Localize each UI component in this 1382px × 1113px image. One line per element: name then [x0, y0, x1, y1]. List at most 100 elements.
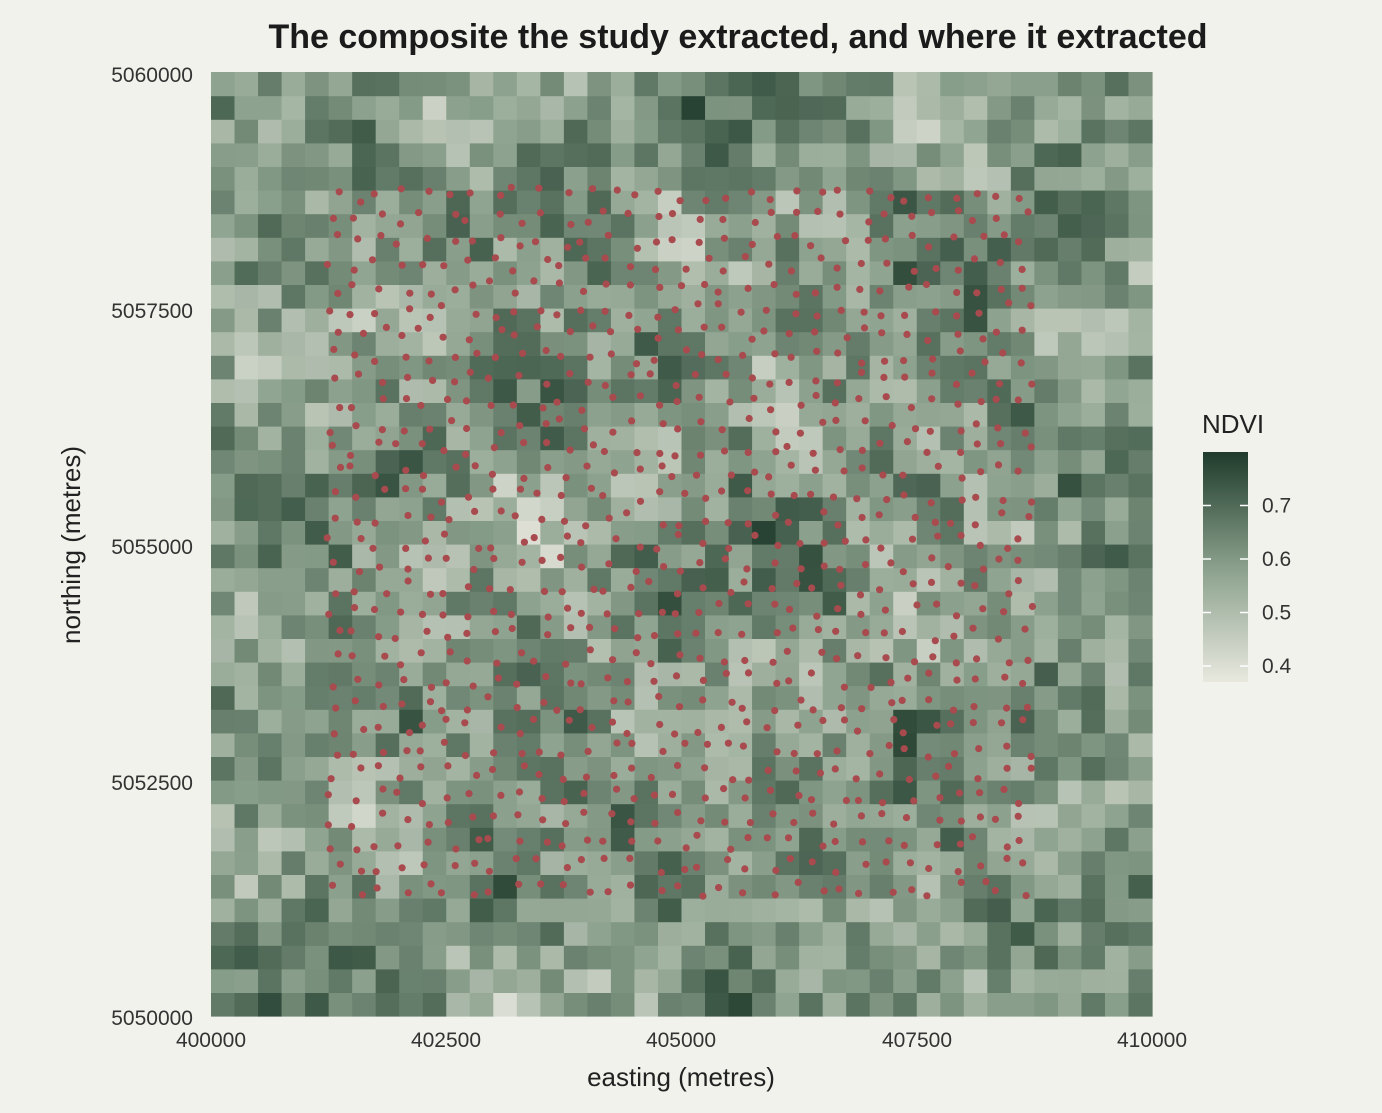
raster-cell — [681, 780, 706, 805]
sample-point — [773, 629, 781, 637]
raster-cell — [893, 614, 918, 639]
raster-cell — [987, 898, 1012, 923]
sample-point — [497, 791, 505, 800]
sample-point — [854, 652, 862, 660]
sample-point — [772, 448, 780, 456]
raster-cell — [1034, 449, 1059, 474]
raster-cell — [916, 898, 941, 923]
sample-point — [793, 579, 801, 588]
sample-point — [475, 544, 483, 553]
sample-point — [699, 584, 707, 592]
sample-point — [650, 632, 659, 640]
raster-cell — [1081, 237, 1106, 262]
raster-cell — [1034, 142, 1059, 167]
raster-cell — [657, 968, 683, 993]
sample-point — [489, 485, 497, 493]
raster-cell — [281, 496, 306, 521]
raster-cell — [987, 355, 1012, 380]
raster-cell — [587, 520, 612, 545]
sample-point — [328, 881, 337, 889]
raster-cell — [211, 921, 236, 946]
sample-point — [903, 330, 911, 338]
raster-cell — [1034, 591, 1059, 616]
raster-cell — [1104, 260, 1130, 285]
sample-point — [599, 837, 607, 845]
raster-cell — [634, 426, 659, 451]
raster-cell — [352, 284, 377, 309]
raster-cell — [399, 378, 424, 403]
sample-point — [610, 469, 619, 477]
raster-cell — [422, 473, 447, 498]
raster-cell — [963, 992, 988, 1017]
raster-cell — [563, 331, 589, 356]
raster-cell — [352, 166, 377, 191]
sample-point — [1014, 812, 1022, 820]
raster-cell — [422, 119, 447, 144]
sample-point — [880, 210, 888, 218]
raster-cell — [1128, 473, 1153, 498]
raster-cell — [1010, 780, 1035, 805]
raster-cell — [916, 921, 941, 946]
sample-point — [682, 346, 691, 354]
sample-point — [674, 530, 682, 539]
sample-point — [626, 263, 635, 271]
raster-cell — [516, 662, 541, 687]
x-axis-title: easting (metres) — [587, 1062, 775, 1092]
raster-cell — [305, 95, 330, 120]
sample-point — [485, 277, 494, 285]
raster-cell — [916, 732, 941, 757]
sample-point — [674, 326, 683, 334]
raster-cell — [1081, 732, 1106, 757]
raster-cell — [610, 190, 636, 215]
raster-cell — [1128, 402, 1153, 427]
raster-cell — [705, 968, 730, 993]
raster-cell — [1034, 190, 1059, 215]
raster-cell — [1057, 142, 1083, 167]
raster-cell — [728, 496, 753, 521]
raster-cell — [1034, 426, 1059, 451]
raster-cell — [258, 260, 283, 285]
raster-cell — [540, 850, 565, 875]
sample-point — [371, 357, 379, 365]
raster-cell — [375, 72, 400, 97]
sample-point — [901, 311, 909, 319]
sample-point — [991, 887, 999, 895]
sample-point — [748, 240, 756, 248]
raster-cell — [799, 968, 824, 993]
sample-point — [676, 567, 685, 575]
raster-cell — [657, 260, 683, 285]
sample-point — [421, 537, 429, 545]
raster-cell — [258, 921, 283, 946]
raster-cell — [1034, 355, 1059, 380]
raster-cell — [281, 119, 306, 144]
sample-point — [992, 192, 1000, 200]
raster-cell — [1010, 685, 1035, 710]
sample-point — [624, 698, 632, 706]
raster-cell — [634, 685, 659, 710]
raster-cell — [493, 709, 518, 734]
sample-point — [907, 404, 916, 412]
raster-cell — [493, 142, 518, 167]
raster-cell — [352, 95, 377, 120]
raster-cell — [469, 449, 494, 474]
raster-cell — [375, 638, 400, 663]
raster-cell — [234, 426, 259, 451]
sample-point — [956, 347, 964, 355]
sample-point — [792, 310, 800, 318]
raster-cell — [1081, 709, 1106, 734]
raster-cell — [305, 968, 330, 993]
sample-point — [721, 555, 730, 563]
raster-cell — [752, 850, 777, 875]
raster-cell — [634, 166, 659, 191]
sample-point — [520, 538, 529, 546]
raster-cell — [916, 119, 941, 144]
raster-cell — [258, 72, 283, 97]
raster-cell — [1034, 473, 1059, 498]
sample-point — [516, 485, 525, 493]
sample-point — [512, 855, 520, 863]
sample-point — [673, 761, 682, 770]
sample-point — [1023, 703, 1031, 712]
sample-point — [451, 353, 459, 361]
sample-point — [946, 519, 955, 527]
raster-cell — [234, 614, 259, 639]
